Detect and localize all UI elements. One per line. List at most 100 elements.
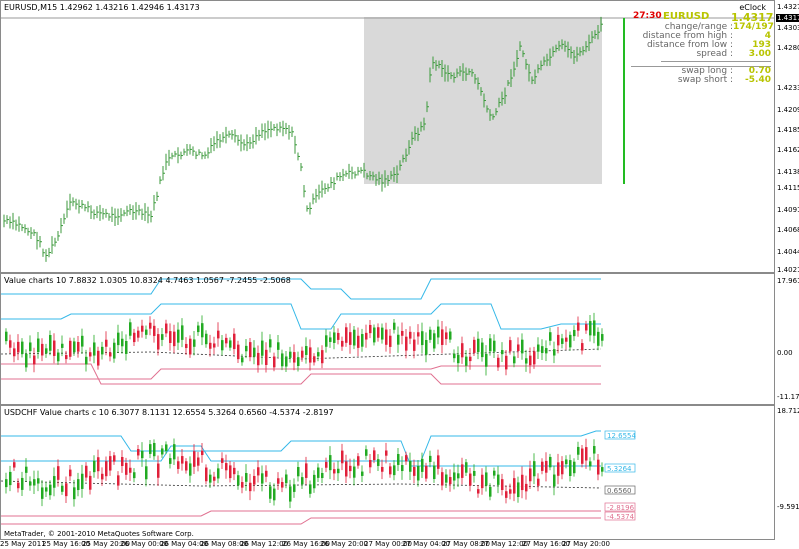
level-tag-box: [604, 430, 636, 440]
vc1-candle: [589, 321, 592, 336]
vc2-candle: [197, 457, 200, 466]
vc1-candle: [221, 340, 224, 351]
info-value: 4: [764, 31, 771, 41]
time-tick-label: 27 May 16:00: [522, 540, 571, 548]
vc1-candle: [477, 338, 480, 352]
vc2-candle: [329, 455, 332, 471]
vc2-candle: [13, 462, 16, 468]
vc2-candle: [577, 446, 580, 455]
level-tag-box: [604, 485, 636, 495]
vc2-candle: [29, 481, 32, 486]
vc2-candle: [281, 482, 284, 488]
price-chart-canvas: [1, 16, 774, 262]
vc2-candle: [525, 483, 528, 492]
vc1-candle: [141, 325, 144, 332]
time-tick-label: 27 May 04:00: [402, 540, 451, 548]
vc2-candle: [453, 472, 456, 481]
vc1-candle: [29, 342, 32, 352]
vc2-candle: [393, 465, 396, 476]
vc1-candle: [9, 340, 12, 348]
info-row: spread : 3.00: [631, 50, 771, 59]
vc2-candle: [297, 467, 300, 477]
vc2-candle: [353, 466, 356, 478]
vc1-candle: [129, 322, 132, 336]
vc1-candle: [437, 326, 440, 338]
vc1-candle: [73, 341, 76, 353]
axis-tick-label: 1.42095: [777, 106, 799, 114]
info-value: -5.40: [745, 75, 771, 85]
vc2-candle: [121, 457, 124, 467]
info-label: swap short :: [677, 75, 733, 85]
vc1-candle: [473, 339, 476, 353]
level-tag-label: -2.8196: [607, 504, 635, 512]
vc1-candle: [337, 332, 340, 340]
vc1-candle: [5, 331, 8, 342]
level-tag-label: 0.6560: [607, 487, 632, 495]
value-chart-pane-2[interactable]: 12.6554 5.3264 0.6560 -2.8196 -4.5374 USDCHF…: [0, 405, 775, 540]
countdown-timer: 27:30: [633, 11, 662, 21]
vc1-candle: [97, 350, 100, 366]
price-axis: 1.43270 1.43035 1.42800 1.42335 1.42095 1.418…: [775, 0, 799, 274]
vc2-candle: [89, 475, 92, 490]
vc1-candle: [185, 343, 188, 349]
vc2-candle: [333, 469, 336, 474]
vc2-candle: [113, 455, 116, 462]
vc2-level-band: [1, 510, 601, 517]
vc2-candle: [461, 464, 464, 478]
vc1-candle: [225, 337, 228, 344]
vc2-candle: [145, 466, 148, 480]
vc1-candle: [445, 332, 448, 340]
vc1-candle: [113, 342, 116, 359]
vc1-candle: [301, 350, 304, 358]
vc1-candle: [117, 332, 120, 346]
vc2-candle: [501, 479, 504, 491]
vc1-candle: [485, 353, 488, 367]
vc2-candle: [9, 471, 12, 486]
vc2-candle: [265, 470, 268, 477]
vc1-candle: [261, 340, 264, 356]
vc2-candle: [133, 472, 136, 479]
info-value: 174/197: [733, 22, 774, 32]
vc2-candle: [417, 466, 420, 481]
value-chart-1-canvas: [1, 278, 604, 385]
vc1-candle: [33, 355, 36, 365]
price-chart-pane[interactable]: EURUSD,M15 1.42962 1.43216 1.42946 1.431…: [0, 0, 775, 273]
vc1-candle: [569, 334, 572, 348]
range-highlight: [364, 17, 602, 184]
info-label: distance from low :: [646, 40, 733, 50]
vc1-candle: [333, 332, 336, 343]
vc1-candle: [257, 352, 260, 366]
vc1-candle: [293, 352, 296, 363]
vc2-candle: [317, 467, 320, 478]
info-row: change/range :174/197: [631, 22, 774, 32]
vc1-candle: [517, 344, 520, 351]
vc1-candle: [93, 342, 96, 356]
vc1-candle: [365, 332, 368, 340]
vc1-candle: [133, 332, 136, 343]
vc2-candle: [129, 467, 132, 473]
vc1-candle: [233, 333, 236, 350]
vc1-candle: [265, 349, 268, 365]
vc1-candle: [409, 331, 412, 339]
vc1-candle: [269, 339, 272, 348]
vc2-candle: [497, 474, 500, 485]
vc1-candle: [385, 329, 388, 345]
vc1-candle: [281, 353, 284, 367]
vc2-candle: [137, 449, 140, 456]
value-chart-pane-1[interactable]: Value charts 10 7.8832 1.0305 10.8324 4.…: [0, 273, 775, 405]
vc2-candle: [249, 482, 252, 492]
vc1-candle: [61, 343, 64, 348]
vc2-candle: [289, 486, 292, 502]
vc2-candle: [533, 461, 536, 477]
vc1-candle: [197, 325, 200, 333]
vc1-candle: [25, 353, 28, 368]
vc2-candle: [229, 465, 232, 479]
vc1-candle: [393, 322, 396, 330]
value-chart-1-axis: 17.9616 0.00 -11.1794: [775, 273, 799, 405]
vc2-candle: [181, 456, 184, 464]
vc1-candle: [217, 330, 220, 339]
vc2-candle: [205, 467, 208, 482]
vc1-candle: [297, 357, 300, 367]
vc2-candle: [269, 486, 272, 499]
vc1-candle: [525, 358, 528, 364]
